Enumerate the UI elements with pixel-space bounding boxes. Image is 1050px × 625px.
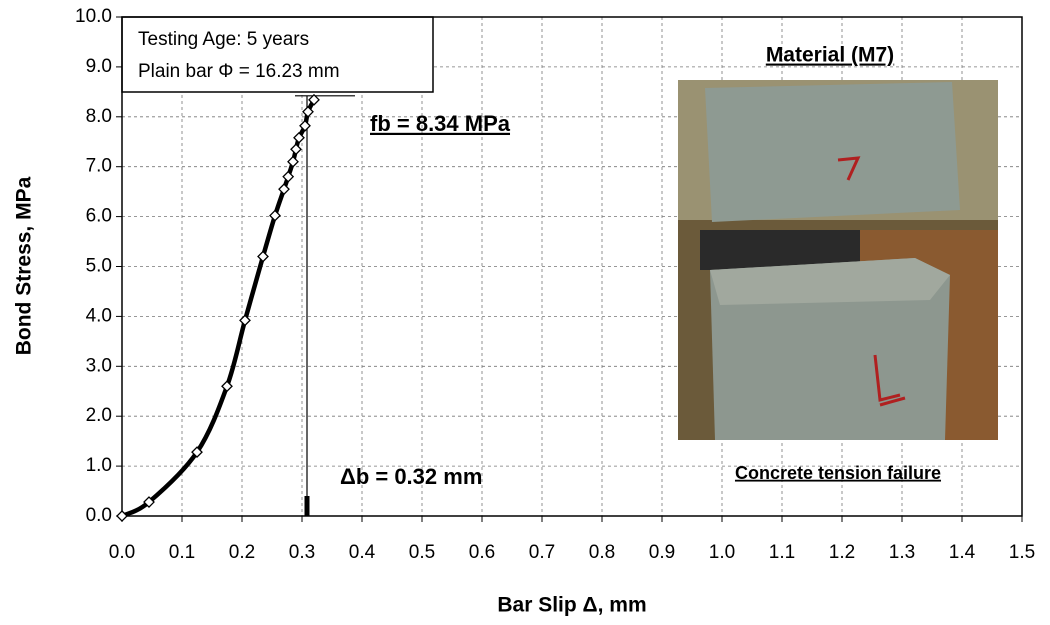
- x-tick-label: 0.8: [589, 542, 615, 563]
- x-tick-label: 0.1: [169, 542, 195, 563]
- y-tick-label: 4.0: [86, 305, 112, 326]
- photo: [678, 80, 998, 440]
- x-tick-label: 0.6: [469, 542, 495, 563]
- y-tick-label: 3.0: [86, 355, 112, 376]
- x-tick-label: 1.5: [1009, 542, 1035, 563]
- x-axis-title: Bar Slip Δ, mm: [497, 594, 646, 617]
- x-tick-label: 1.0: [709, 542, 735, 563]
- info-text: Testing Age: 5 years: [138, 29, 309, 50]
- x-tick-label: 1.3: [889, 542, 915, 563]
- data-point: [240, 315, 250, 325]
- chart: Testing Age: 5 years Plain bar Φ = 16.23…: [0, 0, 1050, 625]
- x-tick-label: 0.2: [229, 542, 255, 563]
- data-point: [288, 157, 298, 167]
- x-tick-label: 0.0: [109, 542, 135, 563]
- x-tick-label: 0.9: [649, 542, 675, 563]
- photo-block-top: [705, 82, 960, 222]
- delta-label: Δb = 0.32 mm: [340, 464, 482, 489]
- photo-caption: Concrete tension failure: [735, 463, 941, 483]
- y-tick-label: 9.0: [86, 56, 112, 77]
- y-tick-label: 8.0: [86, 106, 112, 127]
- y-tick-label: 5.0: [86, 256, 112, 277]
- y-tick-label: 7.0: [86, 156, 112, 177]
- x-tick-label: 1.4: [949, 542, 976, 563]
- photo-title: Material (M7): [766, 44, 894, 67]
- x-tick-label: 0.3: [289, 542, 315, 563]
- fb-label: fb = 8.34 MPa: [370, 111, 511, 136]
- y-tick-label: 0.0: [86, 505, 112, 526]
- data-point: [270, 211, 280, 221]
- y-tick-label: 6.0: [86, 206, 112, 227]
- info-text: Plain bar Φ = 16.23 mm: [138, 61, 340, 82]
- y-tick-label: 1.0: [86, 455, 112, 476]
- series-line: [122, 100, 314, 516]
- y-tick-label: 2.0: [86, 405, 112, 426]
- x-tick-label: 0.5: [409, 542, 435, 563]
- data-point: [291, 144, 301, 154]
- y-axis-title: Bond Stress, MPa: [13, 176, 36, 355]
- data-point: [258, 252, 268, 262]
- y-tick-label: 10.0: [75, 6, 112, 27]
- x-tick-label: 1.1: [769, 542, 795, 563]
- x-tick-label: 0.7: [529, 542, 555, 563]
- x-tick-label: 0.4: [349, 542, 376, 563]
- x-tick-label: 1.2: [829, 542, 855, 563]
